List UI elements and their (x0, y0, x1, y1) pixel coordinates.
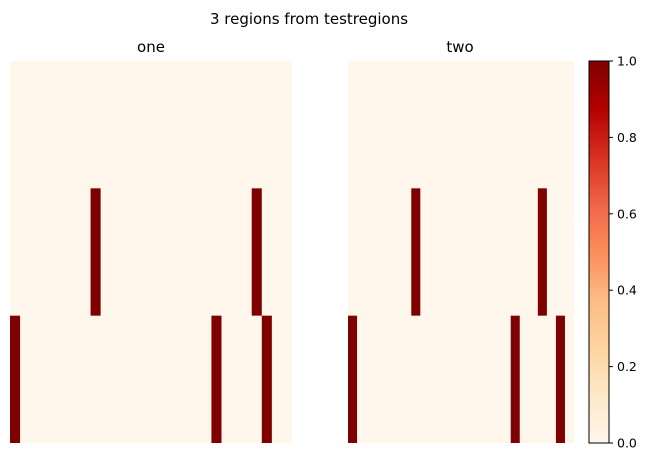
colorbar-tick-label: 0.0 (617, 436, 637, 451)
colorbar-tick-label: 0.6 (617, 206, 637, 221)
heatmap-cell (251, 188, 262, 316)
panel-title-one: one (137, 38, 165, 56)
heatmap-cell (261, 315, 272, 443)
colorbar-frame (588, 60, 610, 444)
colorbar: 0.0 0.2 0.4 0.6 0.8 1.0 (588, 54, 637, 451)
colorbar-tick-label: 0.2 (617, 359, 637, 374)
heatmap-background (348, 61, 574, 443)
heatmap-panel-one (10, 61, 292, 443)
heatmap-cell (10, 315, 21, 443)
heatmap-panel-two (348, 61, 574, 443)
heatmap-cell (537, 188, 547, 316)
colorbar-tick-label: 1.0 (617, 54, 637, 69)
heatmap-cell (90, 188, 101, 316)
panel-title-two: two (446, 38, 473, 56)
heatmap-background (10, 61, 292, 443)
figure-suptitle: 3 regions from testregions (210, 10, 408, 28)
heatmap-cell (211, 315, 222, 443)
colorbar-tick-label: 0.8 (617, 130, 637, 145)
colorbar-ticks: 0.0 0.2 0.4 0.6 0.8 1.0 (609, 54, 637, 451)
heatmap-cell (348, 315, 358, 443)
colorbar-gradient (589, 61, 609, 443)
heatmap-cell (555, 315, 565, 443)
heatmap-cell (411, 188, 421, 316)
heatmap-cell (510, 315, 520, 443)
colorbar-tick-label: 0.4 (617, 283, 637, 298)
